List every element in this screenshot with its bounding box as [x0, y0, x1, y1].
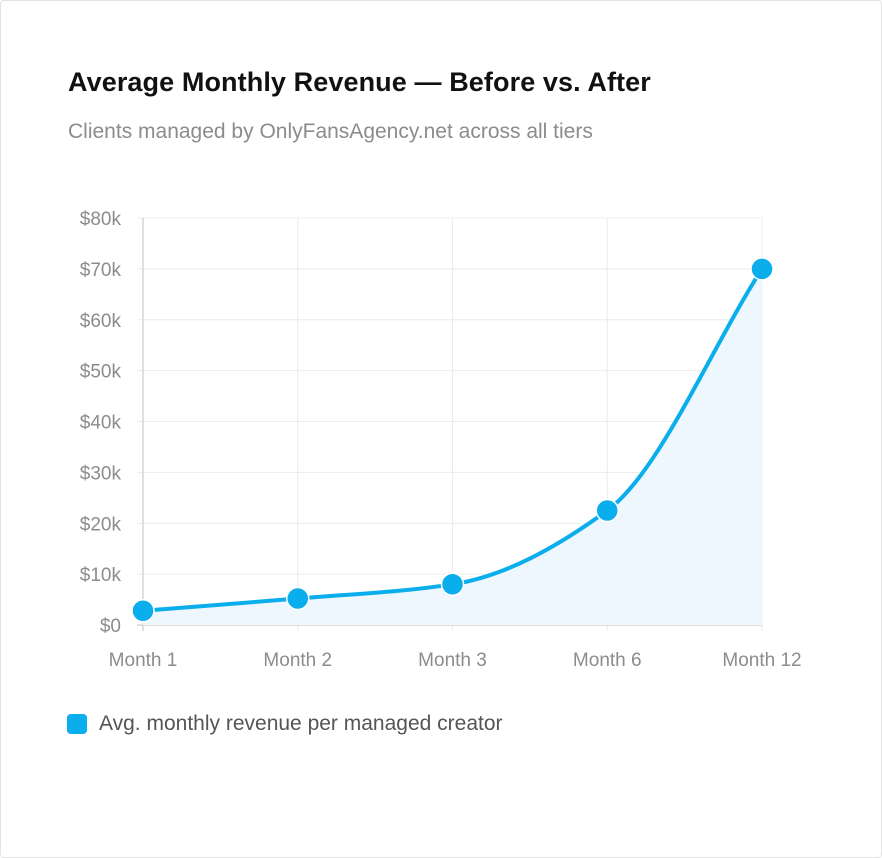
series-area: [143, 268, 762, 625]
x-axis-labels: Month 1 Month 2 Month 3 Month 6 Month 12: [109, 650, 802, 671]
y-tick-label: $60k: [80, 311, 122, 332]
legend[interactable]: Avg. monthly revenue per managed creator: [67, 712, 503, 736]
data-points: [131, 257, 774, 623]
chart-title: Average Monthly Revenue — Before vs. Aft…: [68, 67, 651, 97]
y-tick-label: $30k: [80, 463, 122, 484]
series-line: [141, 266, 764, 613]
data-point: [286, 586, 310, 611]
chart-subtitle: Clients managed by OnlyFansAgency.net ac…: [68, 120, 593, 143]
legend-label: Avg. monthly revenue per managed creator: [99, 712, 503, 735]
x-tick-label: Month 3: [418, 650, 487, 671]
data-point: [595, 498, 619, 523]
data-point: [131, 599, 155, 623]
y-tick-label: $70k: [80, 260, 122, 281]
data-point: [750, 257, 774, 281]
x-tick-label: Month 12: [722, 650, 801, 671]
data-point: [440, 572, 465, 597]
y-tick-label: $80k: [80, 209, 122, 230]
grid-lines: [137, 217, 763, 631]
x-tick-label: Month 6: [573, 650, 642, 671]
y-tick-label: $10k: [80, 565, 122, 586]
y-axis-labels: $0 $10k $20k $30k $40k $50k $60k $70k $80k: [80, 209, 122, 637]
y-tick-label: $40k: [80, 413, 122, 434]
series-lines: [141, 266, 764, 613]
y-tick-label: $50k: [80, 362, 122, 383]
legend-swatch: [67, 714, 87, 734]
x-tick-label: Month 2: [263, 650, 332, 671]
area-fill: [143, 268, 762, 625]
y-tick-label: $20k: [80, 514, 122, 535]
x-tick-label: Month 1: [109, 650, 178, 671]
y-tick-label: $0: [100, 616, 121, 637]
